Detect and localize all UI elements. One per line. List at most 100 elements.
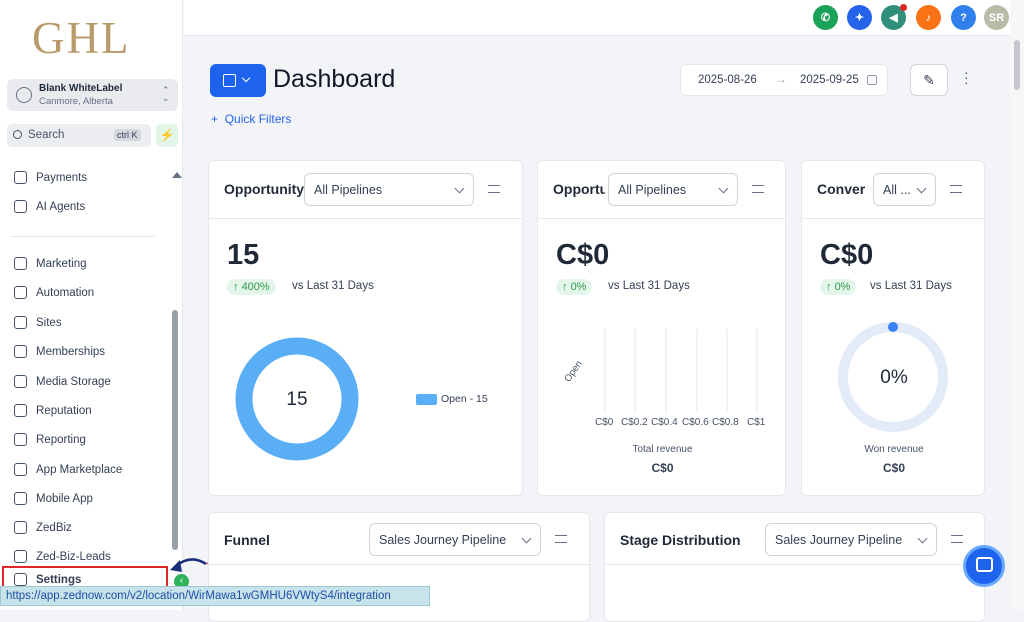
- total-value: C$0: [651, 461, 674, 475]
- gauge-caption: Won revenue: [864, 444, 924, 455]
- search[interactable]: Search ctrl K: [7, 124, 151, 147]
- nav-label: Sites: [36, 316, 62, 329]
- pipeline-select[interactable]: Sales Journey Pipeline: [369, 523, 541, 556]
- nav-item[interactable]: Media Storage: [14, 375, 111, 388]
- nav-item[interactable]: Reporting: [14, 433, 86, 446]
- settings-icon[interactable]: [488, 185, 500, 193]
- x-tick-label: C$0.8: [712, 417, 739, 428]
- launch-button[interactable]: ✦: [847, 5, 872, 30]
- legend-swatch: [416, 394, 437, 405]
- metric-value: 15: [227, 239, 260, 271]
- chat-button[interactable]: [963, 545, 1005, 587]
- x-tick-label: C$0.4: [651, 417, 678, 428]
- nav-item[interactable]: Sites: [14, 316, 62, 329]
- card-title: Funnel: [224, 532, 270, 548]
- card-title: Opportu: [553, 181, 605, 197]
- date-start: 2025-08-26: [698, 74, 757, 86]
- axis-title: Total revenue: [632, 444, 693, 455]
- edit-button[interactable]: ✎: [910, 64, 948, 96]
- nav-label: ZedBiz: [36, 521, 72, 534]
- page-scrollbar: [1010, 0, 1024, 610]
- nav-item[interactable]: Marketing: [14, 257, 87, 270]
- account-name: Blank WhiteLabel: [39, 83, 123, 94]
- compare-text: vs Last 31 Days: [870, 280, 952, 292]
- change-value: 400%: [241, 281, 270, 293]
- x-tick-label: C$0.6: [682, 417, 709, 428]
- nav-item[interactable]: ZedBiz: [14, 521, 72, 534]
- dashboard-switcher[interactable]: [210, 64, 266, 97]
- x-tick-label: C$0.2: [621, 417, 648, 428]
- change-value: 0%: [834, 281, 851, 293]
- pipeline-select[interactable]: All Pipelines: [304, 173, 474, 206]
- metric-value: C$0: [556, 239, 610, 271]
- phone-button[interactable]: ✆: [813, 5, 838, 30]
- nav-label: Memberships: [36, 345, 106, 358]
- notifications-button[interactable]: ♪: [916, 5, 941, 30]
- metric-value: C$0: [820, 239, 874, 271]
- nav-label: Automation: [36, 286, 95, 299]
- conversion-card: Conver All ... C$0 ↑ 0% vs Last 31 Days …: [801, 160, 985, 496]
- pipeline-select[interactable]: All Pipelines: [608, 173, 738, 206]
- total-value: C$0: [882, 461, 905, 475]
- nav-item[interactable]: App Marketplace: [14, 463, 122, 476]
- change-badge: ↑ 0%: [820, 279, 857, 295]
- status-url: https://app.zednow.com/v2/location/WirMa…: [0, 586, 430, 606]
- account-switcher[interactable]: Blank WhiteLabel Canmore, Alberta ⌃ ⌄: [7, 79, 178, 111]
- help-button[interactable]: ?: [951, 5, 976, 30]
- nav-label: Reputation: [36, 404, 92, 417]
- settings-icon[interactable]: [555, 535, 567, 543]
- collapse-button[interactable]: ‹: [174, 574, 189, 589]
- pipeline-select[interactable]: All ...: [873, 173, 936, 206]
- settings-icon[interactable]: [950, 185, 962, 193]
- nav-item[interactable]: Reputation: [14, 404, 92, 417]
- compare-text: vs Last 31 Days: [608, 280, 690, 292]
- card-title: Conver: [817, 181, 865, 197]
- nav-label: Marketing: [36, 257, 87, 270]
- legend-label: Open - 15: [441, 393, 488, 405]
- change-value: 0%: [570, 281, 587, 293]
- x-tick-label: C$0: [595, 417, 614, 428]
- date-range[interactable]: 2025-08-26 → 2025-09-25: [680, 64, 888, 96]
- nav-item[interactable]: Mobile App: [14, 492, 93, 505]
- more-button[interactable]: · · ·: [964, 64, 969, 90]
- nav-label: Payments: [36, 171, 88, 184]
- compare-text: vs Last 31 Days: [292, 280, 374, 292]
- donut-chart: [235, 337, 359, 461]
- nav-item[interactable]: AI Agents: [14, 200, 85, 213]
- sidebar-scrollbar: [172, 310, 178, 550]
- opportunity-value-card: Opportu All Pipelines C$0 ↑ 0% vs Last 3…: [537, 160, 786, 496]
- nav-item[interactable]: Payments: [14, 171, 87, 184]
- search-shortcut: ctrl K: [114, 129, 141, 141]
- quick-action[interactable]: ⚡: [156, 124, 178, 147]
- nav-label: Mobile App: [36, 492, 93, 505]
- top-bar: ✆ ✦ ◀ ♪ ? SR: [184, 0, 1010, 36]
- logo: GHL: [32, 13, 131, 63]
- nav-label: Zed-Biz-Leads: [36, 550, 111, 563]
- nav-item[interactable]: Automation: [14, 286, 94, 299]
- nav-label: App Marketplace: [36, 463, 123, 476]
- notification-dot: [900, 4, 907, 11]
- donut-center: 15: [286, 389, 308, 410]
- nav-label: Settings: [36, 573, 82, 586]
- pipeline-select[interactable]: Sales Journey Pipeline: [765, 523, 937, 556]
- settings-icon[interactable]: [951, 535, 963, 543]
- nav-label: Media Storage: [36, 375, 111, 388]
- nav-item[interactable]: Zed-Biz-Leads: [14, 550, 111, 563]
- nav-item[interactable]: Settings: [14, 573, 81, 586]
- opportunity-card: Opportunity All Pipelines 15 ↑ 400% vs L…: [208, 160, 523, 496]
- stage-distribution-card: Stage Distribution Sales Journey Pipelin…: [604, 512, 985, 622]
- avatar[interactable]: SR: [984, 5, 1009, 30]
- nav-label: AI Agents: [36, 200, 86, 213]
- search-placeholder: Search: [28, 129, 65, 141]
- quick-filters-label: Quick Filters: [224, 112, 292, 126]
- settings-icon[interactable]: [752, 185, 764, 193]
- card-title: Stage Distribution: [620, 532, 741, 548]
- bar-chart-grid: [604, 329, 758, 413]
- divider: [10, 236, 155, 237]
- quick-filters[interactable]: + Quick Filters: [211, 112, 292, 126]
- nav-item[interactable]: Memberships: [14, 345, 105, 358]
- gauge-chart: [838, 322, 948, 432]
- page-title: Dashboard: [273, 65, 396, 93]
- sidebar: GHL Blank WhiteLabel Canmore, Alberta ⌃ ⌄…: [0, 0, 189, 610]
